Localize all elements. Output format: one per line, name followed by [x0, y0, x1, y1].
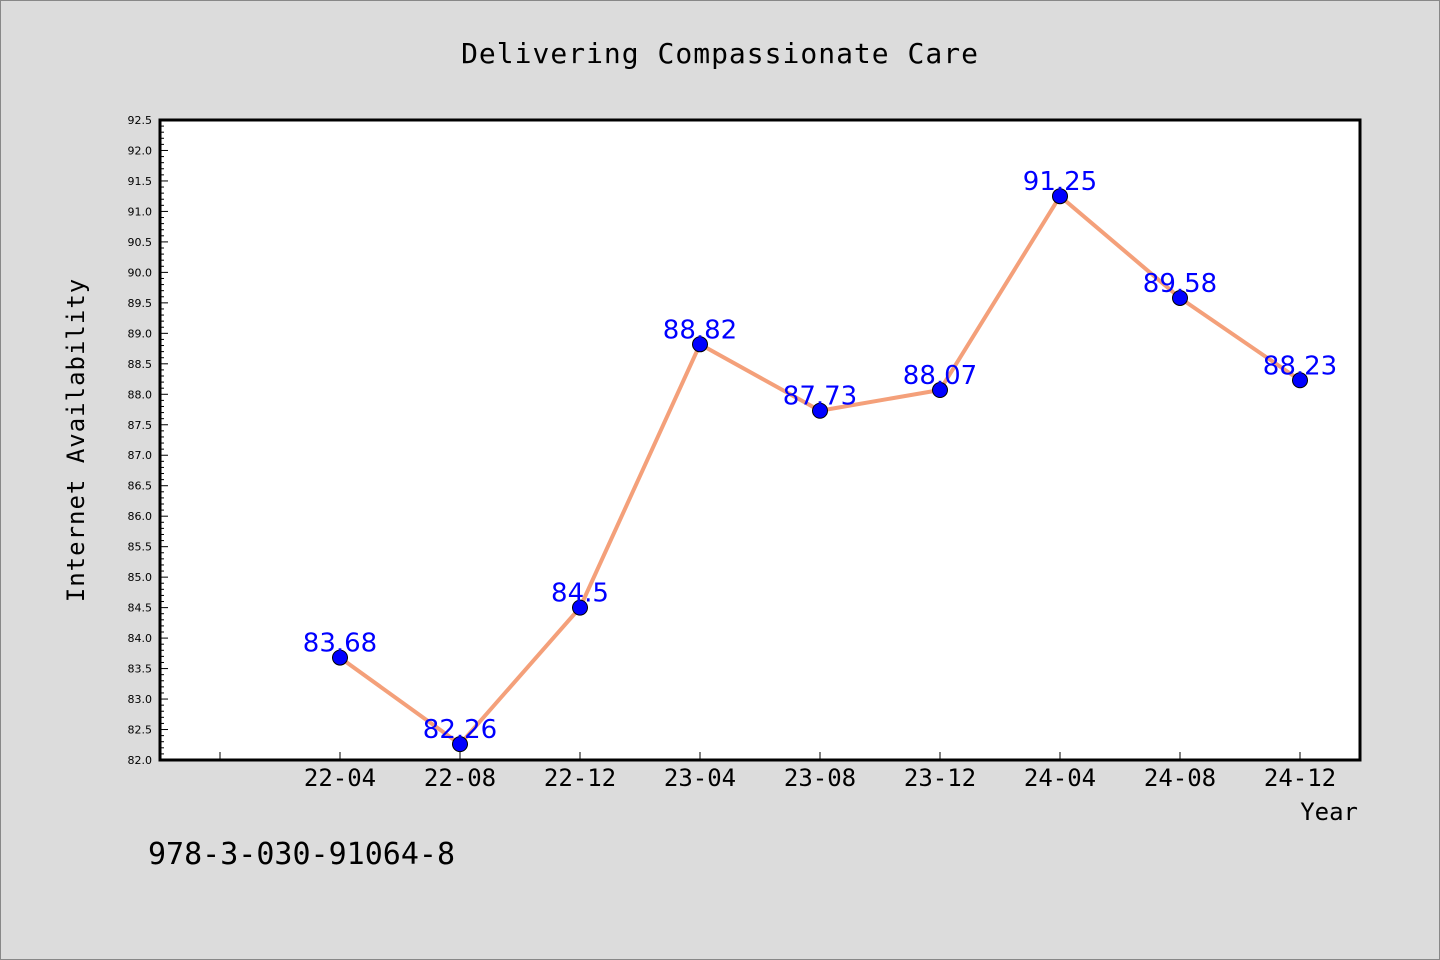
x-tick-label: 22-12	[544, 764, 616, 792]
data-label: 82.26	[423, 715, 497, 745]
x-axis-label: Year	[1300, 798, 1358, 826]
y-tick-label: 84.0	[128, 632, 153, 645]
y-tick-label: 91.0	[128, 205, 153, 218]
y-tick-label: 90.5	[128, 236, 153, 249]
y-tick-label: 86.5	[128, 480, 153, 493]
y-tick-label: 90.0	[128, 266, 153, 279]
y-tick-label: 82.0	[128, 754, 153, 767]
data-point	[812, 402, 828, 419]
data-point	[692, 336, 708, 353]
data-point	[572, 599, 588, 616]
data-label: 88.23	[1263, 351, 1337, 381]
book-code-note: 978-3-030-91064-8	[148, 837, 455, 872]
x-tick-label: 22-04	[304, 764, 376, 792]
x-tick-label: 22-08	[424, 764, 496, 792]
data-label: 87.73	[783, 382, 857, 412]
data-label: 83.68	[303, 629, 377, 659]
series-line-group: 83.68 82.26 84.5 88.82 87.73 88.07 91.25 89.58 8…	[303, 167, 1337, 753]
y-tick-label: 83.0	[128, 693, 153, 706]
data-label: 88.82	[663, 315, 737, 345]
x-tick-label: 23-12	[904, 764, 976, 792]
x-tick-label: 23-04	[664, 764, 736, 792]
y-tick-label: 92.5	[128, 114, 153, 127]
x-tick-label: 24-08	[1144, 764, 1216, 792]
y-tick-label: 86.0	[128, 510, 153, 523]
y-tick-label: 87.0	[128, 449, 153, 462]
plot-area	[158, 118, 1362, 762]
data-label: 88.07	[903, 361, 977, 391]
chart-title: Delivering Compassionate Care	[461, 37, 979, 70]
x-axis-ticks: 22-04 22-08 22-12 23-04 23-08 23-12 24-04 24-08…	[219, 752, 1336, 792]
y-tick-label: 82.5	[128, 724, 153, 737]
y-tick-label: 85.0	[128, 571, 153, 584]
data-label: 89.58	[1143, 269, 1217, 299]
x-tick-label: 23-08	[784, 764, 856, 792]
data-label: 84.5	[551, 579, 609, 609]
x-tick-label: 24-12	[1264, 764, 1336, 792]
y-tick-label: 89.0	[128, 327, 153, 340]
y-tick-label: 88.5	[128, 358, 153, 371]
data-point	[332, 649, 348, 666]
y-axis-ticks: 82.0 82.5 83.0 83.5 84.0 84.5 85.0 85.5 86.0 86.5…	[128, 114, 168, 767]
data-point	[1292, 372, 1308, 389]
y-tick-label: 84.5	[128, 602, 153, 615]
y-tick-label: 88.0	[128, 388, 153, 401]
x-tick-label: 24-04	[1024, 764, 1096, 792]
y-tick-label: 83.5	[128, 663, 153, 676]
y-tick-label: 91.5	[128, 175, 153, 188]
y-tick-label: 85.5	[128, 541, 153, 554]
data-point	[932, 382, 948, 399]
data-point	[1052, 188, 1068, 205]
data-label: 91.25	[1023, 167, 1097, 197]
y-tick-label: 92.0	[128, 144, 153, 157]
y-tick-label: 87.5	[128, 419, 153, 432]
y-axis-label: Internet Availability	[62, 278, 90, 602]
y-tick-label: 89.5	[128, 297, 153, 310]
data-point	[1172, 289, 1188, 306]
data-point	[452, 736, 468, 753]
